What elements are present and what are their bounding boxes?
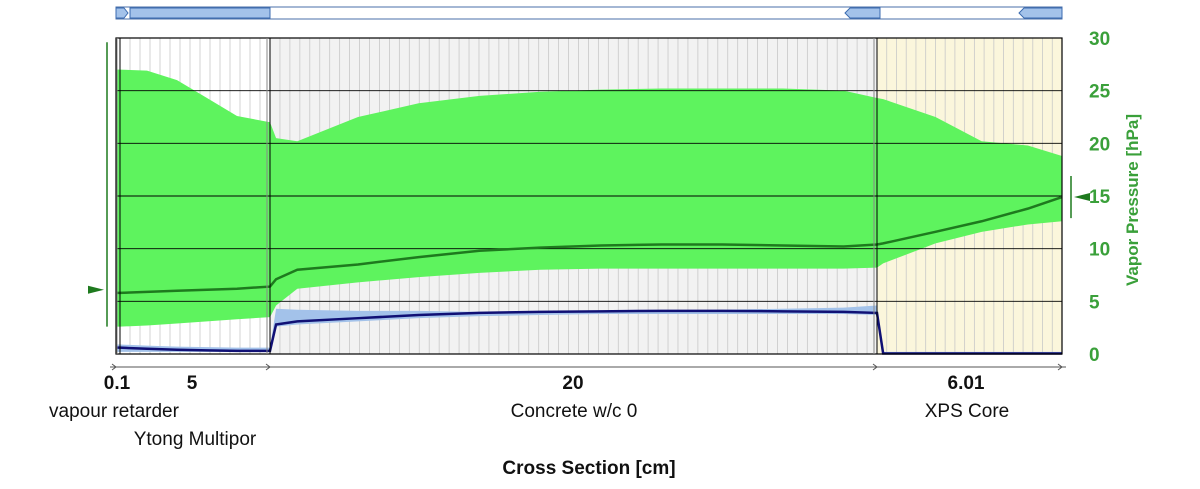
layer-scrollbar[interactable] bbox=[115, 6, 1063, 20]
y-axis: 0 5 10 15 20 25 30 bbox=[1089, 29, 1111, 366]
y-tick-label: 25 bbox=[1089, 82, 1111, 103]
left-boundary-arrow-icon[interactable] bbox=[88, 285, 104, 294]
scrollbar-thumb-mid[interactable] bbox=[844, 7, 881, 19]
x-axis-tick bbox=[1057, 363, 1063, 371]
y-tick-label: 5 bbox=[1089, 292, 1100, 313]
scrollbar-thumb-left[interactable] bbox=[129, 7, 271, 19]
y-axis-title: Vapor Pressure [hPa] bbox=[1123, 114, 1142, 286]
layer-thickness-label: 20 bbox=[562, 373, 583, 394]
scroll-left-icon[interactable] bbox=[115, 7, 129, 19]
layer-thickness-label: 0.1 bbox=[104, 373, 131, 394]
vapour-pressure-line bbox=[116, 195, 1063, 295]
y-tick-label: 0 bbox=[1089, 345, 1100, 366]
layer-thickness-label: 5 bbox=[187, 373, 198, 394]
layer-name-label[interactable]: vapour retarder bbox=[49, 401, 180, 422]
y-tick-label: 15 bbox=[1089, 187, 1111, 208]
boundary-markers[interactable] bbox=[88, 42, 1090, 327]
layer-name-label[interactable]: Concrete w/c 0 bbox=[511, 401, 638, 422]
x-axis-tick bbox=[872, 363, 878, 371]
plot-frame bbox=[115, 37, 1063, 355]
y-tick-label: 30 bbox=[1089, 29, 1110, 50]
plot-border bbox=[115, 37, 1063, 355]
y-tick-label: 10 bbox=[1089, 240, 1110, 261]
layer-name-label[interactable]: XPS Core bbox=[925, 401, 1009, 422]
layer-thickness-label: 6.01 bbox=[948, 373, 985, 394]
x-axis-tick bbox=[265, 363, 271, 371]
x-axis-title: Cross Section [cm] bbox=[502, 458, 675, 479]
scrollbar-thumb-right[interactable] bbox=[1018, 7, 1063, 19]
y-tick-label: 20 bbox=[1089, 134, 1110, 155]
vapour-pressure-range-band bbox=[116, 69, 1062, 327]
x-axis-tick bbox=[111, 363, 117, 371]
right-boundary-arrow-icon[interactable] bbox=[1074, 193, 1090, 202]
layer-name-label[interactable]: Ytong Multipor bbox=[134, 429, 257, 450]
x-axis: 0.1 vapour retarder 5 Ytong Multipor 20 Concr… bbox=[49, 363, 1066, 450]
